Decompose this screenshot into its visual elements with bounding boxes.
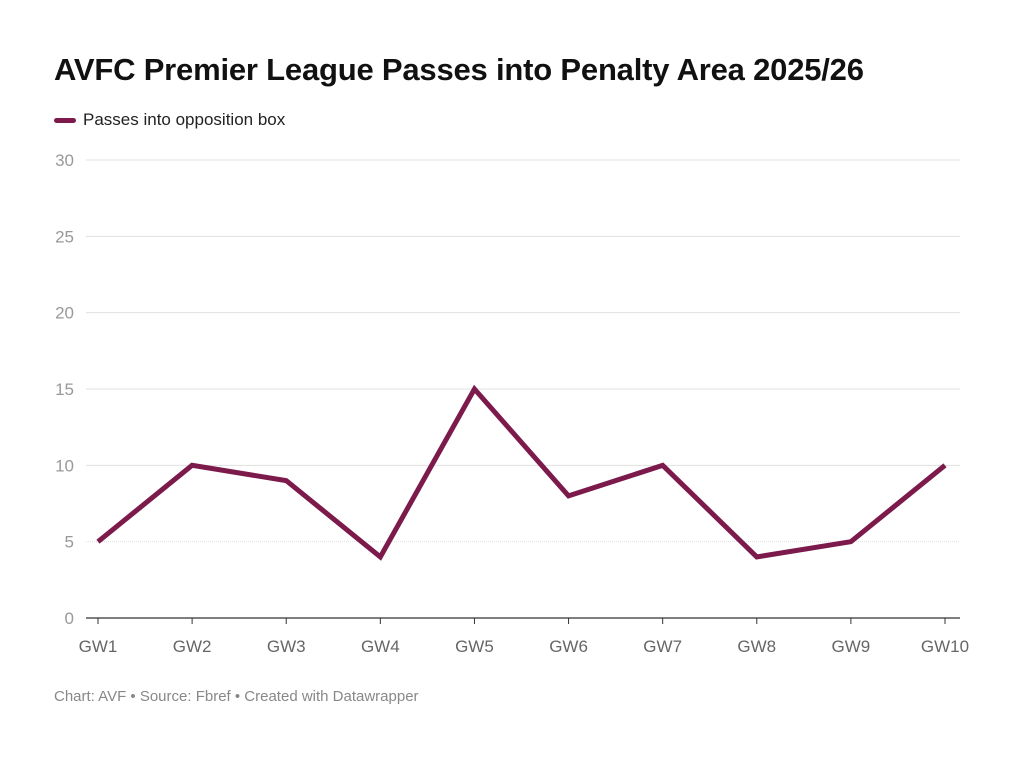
x-tick-label-gw5: GW5	[455, 637, 494, 656]
series-lines	[96, 384, 947, 561]
x-tick-label-gw2: GW2	[173, 637, 212, 656]
x-tick-label-gw4: GW4	[361, 637, 400, 656]
x-tick-label-gw1: GW1	[79, 637, 118, 656]
x-tick-label-gw10: GW10	[921, 637, 969, 656]
y-tick-label-10: 10	[55, 456, 74, 475]
x-tick-label-gw9: GW9	[832, 637, 871, 656]
legend-label: Passes into opposition box	[83, 110, 286, 129]
legend: Passes into opposition box	[54, 110, 285, 130]
x-tick-label-gw6: GW6	[549, 637, 588, 656]
chart-title: AVFC Premier League Passes into Penalty …	[54, 52, 864, 87]
series-line-0	[96, 384, 947, 561]
x-tick-label-gw7: GW7	[643, 637, 682, 656]
x-tick-label-gw8: GW8	[737, 637, 776, 656]
y-tick-label-25: 25	[55, 227, 74, 246]
y-tick-label-5: 5	[65, 533, 74, 552]
legend-swatch	[54, 117, 76, 123]
y-tick-label-0: 0	[65, 609, 74, 628]
y-tick-label-15: 15	[55, 380, 74, 399]
grid-lines	[86, 159, 960, 543]
chart-footer: Chart: AVF • Source: Fbref • Created wit…	[54, 688, 419, 705]
x-tick-label-gw3: GW3	[267, 637, 306, 656]
x-axis: GW1 GW2 GW3 GW4 GW5 GW6 GW7 GW8 GW9 GW10	[79, 617, 969, 656]
y-tick-label-30: 30	[55, 151, 74, 170]
y-tick-label-20: 20	[55, 304, 74, 323]
y-axis-ticks: 0 5 10 15 20 25 30	[55, 151, 74, 628]
